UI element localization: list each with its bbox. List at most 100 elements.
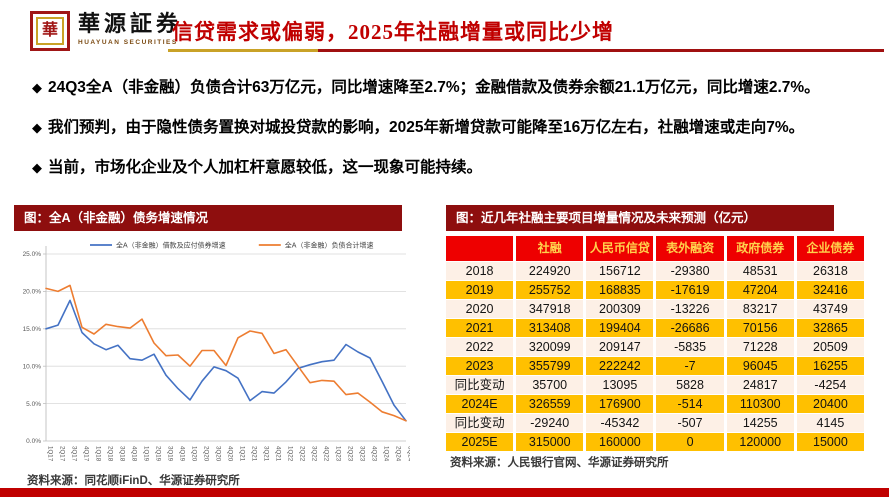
title-underline — [168, 49, 884, 52]
table-cell: 209147 — [586, 338, 654, 356]
left-figure-title: 图：全A（非金融）债务增速情况 — [14, 205, 402, 231]
x-tick-label: 2Q17 — [59, 446, 66, 462]
bullet-item-2: ◆ 我们预判，由于隐性债务置换对城投贷款的影响，2025年新增贷款可能降至16万亿… — [32, 119, 805, 136]
table-cell: 347918 — [516, 300, 584, 318]
table-header-cell: 政府债券 — [726, 236, 794, 261]
x-tick-label: 3Q23 — [359, 446, 366, 462]
x-tick-label: 2Q24 — [395, 446, 402, 462]
table-cell: 355799 — [516, 357, 584, 375]
table-cell: -13226 — [656, 300, 724, 318]
table-cell: 96045 — [726, 357, 794, 375]
diamond-bullet-icon: ◆ — [32, 120, 42, 135]
x-tick-label: 1Q23 — [335, 446, 342, 462]
seal-icon: 華 — [30, 11, 70, 51]
y-tick-label: 5.0% — [26, 401, 41, 408]
y-tick-label: 10.0% — [23, 363, 42, 370]
x-tick-label: 4Q17 — [83, 446, 90, 462]
table-cell: -5835 — [656, 338, 724, 356]
x-tick-label: 4Q21 — [275, 446, 282, 462]
table-cell: 83217 — [726, 300, 794, 318]
bullet-item-3: ◆ 当前，市场化企业及个人加杠杆意愿较低，这一现象可能持续。 — [32, 159, 483, 176]
x-tick-label: 3Q21 — [263, 446, 270, 462]
social-financing-table: 社融 人民币信贷 表外融资 政府债券 企业债券 2018 224920 156712 -2938… — [446, 236, 864, 451]
table-header-cell: 企业债券 — [796, 236, 864, 261]
y-tick-label: 0.0% — [26, 438, 41, 445]
bullet-item-1: ◆ 24Q3全A（非金融）负债合计63万亿元，同比增速降至2.7%；金融借款及债券… — [32, 79, 820, 96]
table-cell: -514 — [656, 395, 724, 413]
table-row-label: 2021 — [446, 319, 514, 337]
right-figure-source: 资料来源：人民银行官网、华源证券研究所 — [450, 457, 669, 469]
table-cell: 20509 — [796, 338, 864, 356]
x-tick-label: 4Q18 — [131, 446, 138, 462]
legend-label: 全A（非金融）借款及应付债券增速 — [116, 241, 226, 250]
x-tick-label: 3Q24 — [407, 446, 411, 462]
x-tick-label: 2Q22 — [299, 446, 306, 462]
table-cell: 315000 — [516, 433, 584, 451]
table-cell: 110300 — [726, 395, 794, 413]
y-tick-label: 25.0% — [23, 251, 42, 258]
table-row-label: 2022 — [446, 338, 514, 356]
table-cell: 0 — [656, 433, 724, 451]
x-tick-label: 1Q17 — [47, 446, 54, 462]
table-cell: -4254 — [796, 376, 864, 394]
table-row-label: 2019 — [446, 281, 514, 299]
x-tick-label: 1Q19 — [143, 446, 150, 462]
table-cell: 35700 — [516, 376, 584, 394]
company-name-en: HUAYUAN SECURITIES — [78, 39, 178, 46]
x-tick-label: 1Q18 — [95, 446, 102, 462]
x-tick-label: 1Q22 — [287, 446, 294, 462]
x-tick-label: 3Q20 — [215, 446, 222, 462]
x-tick-label: 3Q17 — [71, 446, 78, 462]
table-header-cell: 社融 — [516, 236, 584, 261]
table-cell: -26686 — [656, 319, 724, 337]
seal-glyph: 華 — [36, 17, 64, 45]
table-cell: 71228 — [726, 338, 794, 356]
table-cell: 4145 — [796, 414, 864, 432]
table-cell: 26318 — [796, 262, 864, 280]
table-row-label: 同比变动 — [446, 414, 514, 432]
table-cell: 176900 — [586, 395, 654, 413]
x-tick-label: 4Q20 — [227, 446, 234, 462]
x-tick-label: 1Q24 — [383, 446, 390, 462]
table-row-label: 2020 — [446, 300, 514, 318]
table-cell: 43749 — [796, 300, 864, 318]
table-cell: 32416 — [796, 281, 864, 299]
x-tick-label: 2Q21 — [251, 446, 258, 462]
table-cell: 70156 — [726, 319, 794, 337]
table-cell: -17619 — [656, 281, 724, 299]
table-cell: 326559 — [516, 395, 584, 413]
title-underline-red — [318, 49, 884, 52]
table-cell: 14255 — [726, 414, 794, 432]
logo-text: 華源証券 HUAYUAN SECURITIES — [78, 11, 182, 46]
bullet-list: ◆ 24Q3全A（非金融）负债合计63万亿元，同比增速降至2.7%；金融借款及债券… — [32, 76, 874, 196]
company-logo: 華 華源証券 HUAYUAN SECURITIES — [30, 11, 182, 51]
company-name: 華源証券 — [78, 11, 183, 36]
table-header-cell: 表外融资 — [656, 236, 724, 261]
x-tick-label: 3Q19 — [167, 446, 174, 462]
legend-label: 全A（非金融）负债合计增速 — [285, 241, 374, 250]
x-tick-label: 1Q21 — [239, 446, 246, 462]
table-cell: -7 — [656, 357, 724, 375]
table-cell: 320099 — [516, 338, 584, 356]
table-cell: 255752 — [516, 281, 584, 299]
left-figure-source: 资料来源：同花顺iFinD、华源证券研究所 — [27, 475, 240, 487]
table-cell: 200309 — [586, 300, 654, 318]
y-tick-label: 20.0% — [23, 289, 42, 296]
table-row-label: 2023 — [446, 357, 514, 375]
table-cell: 156712 — [586, 262, 654, 280]
x-tick-label: 2Q18 — [107, 446, 114, 462]
bottom-red-bar — [0, 488, 889, 497]
x-tick-label: 2Q19 — [155, 446, 162, 462]
x-tick-label: 4Q19 — [179, 446, 186, 462]
table-row-label: 同比变动 — [446, 376, 514, 394]
x-tick-label: 3Q18 — [119, 446, 126, 462]
table-row-label: 2024E — [446, 395, 514, 413]
table-cell: -29240 — [516, 414, 584, 432]
x-tick-label: 2Q20 — [203, 446, 210, 462]
x-tick-label: 3Q22 — [311, 446, 318, 462]
title-underline-gold — [168, 49, 318, 52]
debt-growth-line-chart: 0.0% 5.0% 10.0% 15.0% 20.0% 25.0% 1Q17 2Q17 3Q17… — [23, 241, 411, 462]
table-cell: 13095 — [586, 376, 654, 394]
table-cell: 16255 — [796, 357, 864, 375]
